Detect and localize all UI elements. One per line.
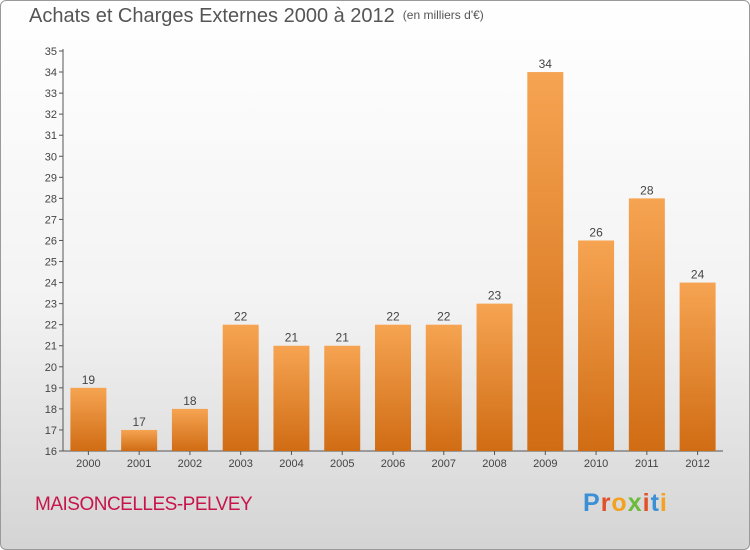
logo-letter: i [642,489,651,517]
y-tick-label: 35 [45,46,57,58]
y-tick-label: 21 [45,341,57,353]
data-label: 22 [437,310,451,324]
data-label: 28 [640,183,654,197]
y-tick-label: 25 [45,257,57,269]
logo-letter: x [627,489,643,517]
data-label: 21 [336,331,350,345]
bar [425,324,462,451]
bar [324,345,361,451]
x-tick-label: 2007 [432,458,456,470]
bar [476,303,513,451]
data-label: 23 [488,289,502,303]
x-tick-label: 2003 [228,458,252,470]
bar [70,387,107,451]
x-tick-label: 2009 [533,458,557,470]
logo-letter: o [611,489,628,517]
logo-letter: r [600,489,612,517]
data-label: 24 [691,268,705,282]
x-tick-label: 2001 [127,458,151,470]
bar [375,324,411,451]
y-tick-label: 26 [45,235,57,247]
bar [628,198,665,451]
y-tick-label: 18 [45,404,57,416]
unit-label: (en milliers d'€) [402,8,484,22]
data-label: 19 [82,373,96,387]
y-tick-label: 17 [45,425,57,437]
x-tick-label: 2004 [279,458,303,470]
proxiti-logo: Proxiti [583,489,668,518]
y-tick-label: 24 [45,278,57,290]
data-label: 34 [539,57,553,71]
logo-letter: t [650,489,660,517]
y-tick-label: 27 [45,214,57,226]
y-tick-label: 31 [45,130,57,142]
y-tick-label: 16 [45,446,57,458]
data-label: 21 [285,331,299,345]
location-name: MAISONCELLES-PELVEY [35,494,253,515]
data-label: 18 [183,394,197,408]
data-label: 17 [132,415,146,429]
data-label: 26 [589,225,603,239]
x-tick-label: 2011 [635,458,659,470]
y-tick-label: 28 [45,193,57,205]
y-tick-label: 19 [45,383,57,395]
y-tick-label: 22 [45,320,57,332]
bar [578,240,615,451]
y-tick-label: 23 [45,299,57,311]
title-text: Achats et Charges Externes 2000 à 2012 [29,5,395,27]
y-tick-label: 33 [45,88,57,100]
bar [222,324,259,451]
x-tick-label: 2010 [584,458,608,470]
x-tick-label: 2005 [330,458,354,470]
y-tick-label: 20 [45,362,57,374]
chart-title: Achats et Charges Externes 2000 à 2012 (e… [29,5,484,28]
x-tick-label: 2008 [482,458,506,470]
y-tick-label: 30 [45,151,57,163]
y-tick-label: 34 [45,67,57,79]
bar [679,282,716,451]
y-tick-label: 32 [45,109,57,121]
logo-letter: i [659,489,668,517]
x-tick-label: 2002 [178,458,202,470]
logo-letter: P [583,489,601,517]
bar [121,429,158,451]
x-tick-label: 2012 [685,458,709,470]
x-tick-label: 2006 [381,458,405,470]
bar [273,345,310,451]
data-label: 22 [234,310,248,324]
bar [527,72,564,451]
y-tick-label: 29 [45,172,57,184]
data-label: 22 [386,310,400,324]
bar [171,408,208,451]
x-tick-label: 2000 [76,458,100,470]
